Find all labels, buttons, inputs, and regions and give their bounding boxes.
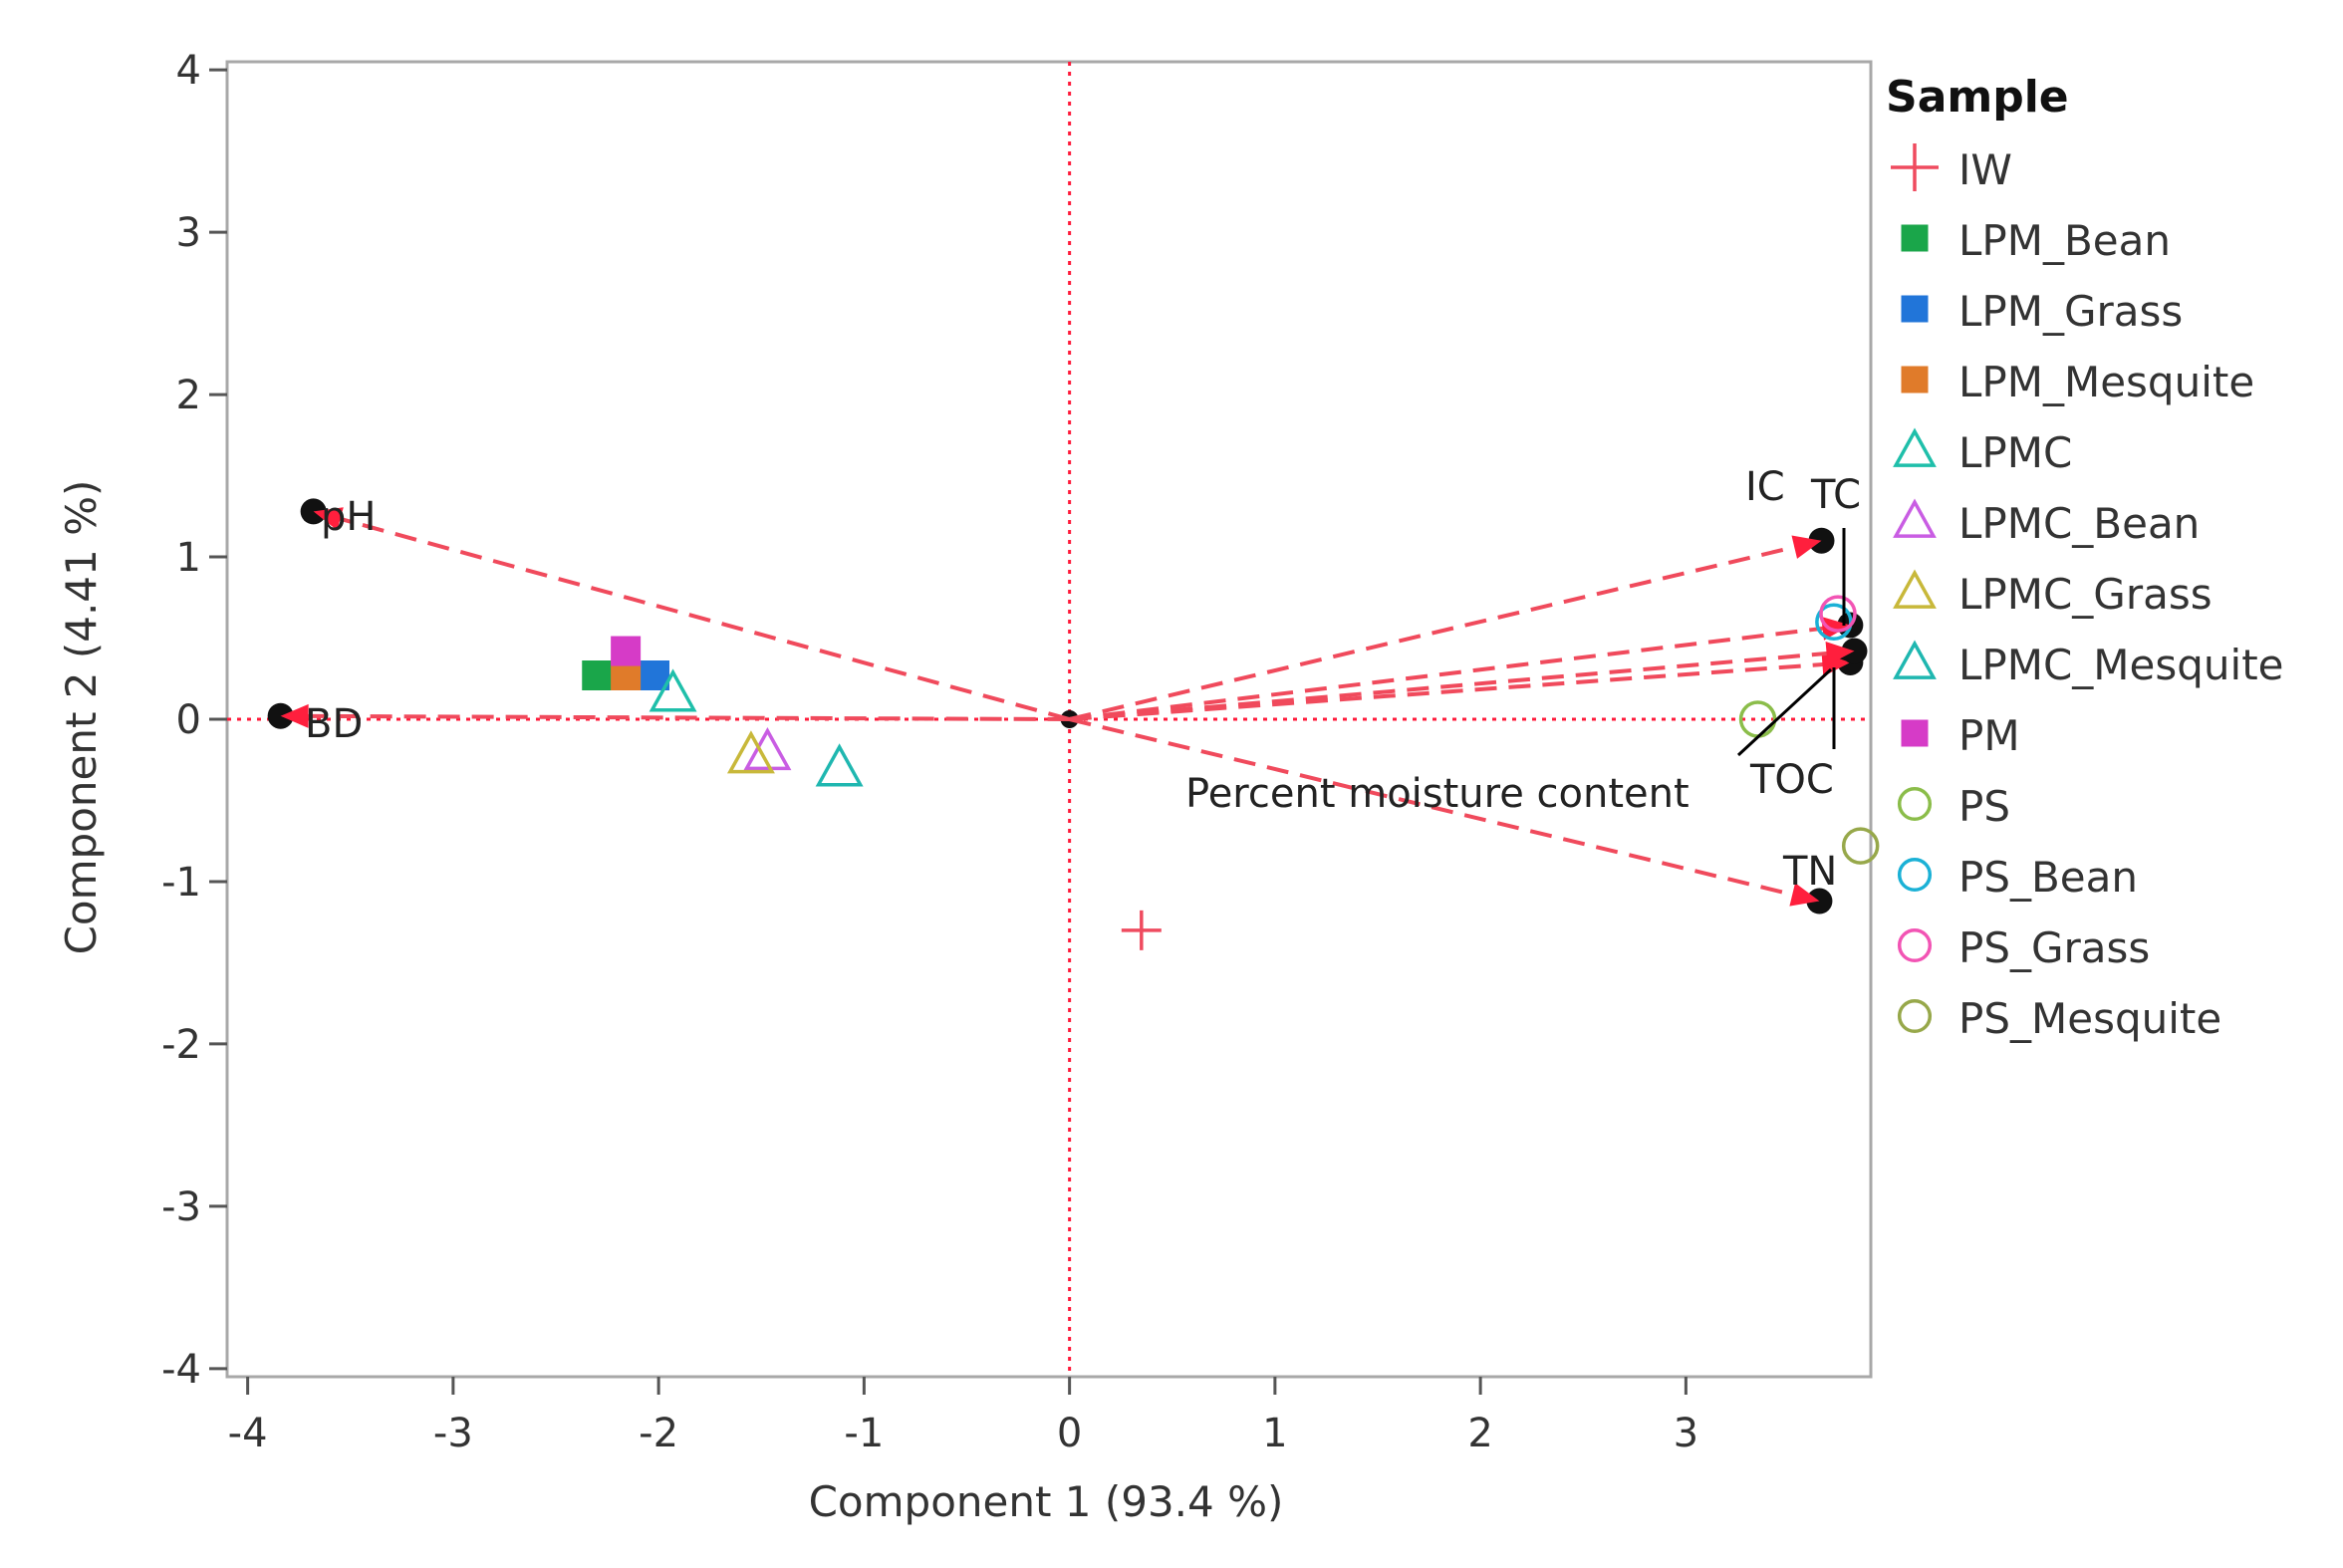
x-tick-label: -3 xyxy=(433,1411,473,1456)
x-axis-title: Component 1 (93.4 %) xyxy=(809,1477,1284,1526)
vector-label-toc: TOC xyxy=(1749,757,1834,803)
loading-arrowhead-bd xyxy=(280,703,309,728)
legend-label-ps-mesquite: PS_Mesquite xyxy=(1958,994,2221,1043)
legend-item-pm: PM xyxy=(1901,711,2020,760)
legend: Sample IW LPM_Bean LPM_Grass LPM_Mesquite LP… xyxy=(1886,72,2284,1043)
moisture-leader-line xyxy=(1736,667,1833,757)
legend-label-lpmc-grass: LPMC_Grass xyxy=(1958,570,2213,619)
loading-vector-toc xyxy=(1069,659,1851,721)
legend-item-ps-grass: PS_Grass xyxy=(1897,923,2150,972)
legend-marker-ps-bean xyxy=(1897,857,1933,893)
point-lpmc-bean xyxy=(743,726,792,771)
legend-label-ps-grass: PS_Grass xyxy=(1958,923,2150,972)
legend-label-lpm-mesquite: LPM_Mesquite xyxy=(1958,358,2254,406)
loading-arrowhead-tn xyxy=(1789,883,1820,907)
legend-marker-ps-grass xyxy=(1897,927,1933,963)
legend-marker-lpm-bean xyxy=(1901,224,1929,252)
legend-item-lpmc-grass: LPMC_Grass xyxy=(1893,569,2213,619)
legend-marker-ps xyxy=(1897,786,1933,822)
loading-vector-bd xyxy=(280,713,1070,721)
vector-label-bd: BD xyxy=(305,701,363,747)
y-axis-title: Component 2 (4.41 %) xyxy=(57,480,106,955)
legend-label-iw: IW xyxy=(1958,145,2012,194)
y-tick-label: -3 xyxy=(161,1184,201,1230)
legend-label-lpm-bean: LPM_Bean xyxy=(1958,216,2171,265)
legend-item-ps-bean: PS_Bean xyxy=(1897,853,2138,902)
loading-vector-ic xyxy=(1069,538,1822,721)
legend-marker-pm xyxy=(1901,719,1929,747)
legend-item-lpm-mesquite: LPM_Mesquite xyxy=(1901,358,2254,406)
loading-arrowhead-ph xyxy=(313,507,344,531)
legend-label-ps: PS xyxy=(1958,782,2010,831)
y-tick-label: -2 xyxy=(161,1022,201,1068)
x-tick-label: 2 xyxy=(1467,1411,1492,1456)
y-tick-label: -4 xyxy=(161,1347,201,1393)
point-iw xyxy=(1121,910,1162,950)
x-tick-label: 0 xyxy=(1057,1411,1082,1456)
y-tick-label: 2 xyxy=(176,373,201,418)
legend-marker-lpm-grass xyxy=(1901,295,1929,323)
legend-item-lpm-grass: LPM_Grass xyxy=(1901,287,2183,336)
loading-vector-ph xyxy=(313,509,1071,721)
legend-item-lpmc-bean: LPMC_Bean xyxy=(1893,498,2200,548)
legend-marker-iw xyxy=(1891,143,1939,191)
vector-label-tn: TN xyxy=(1782,849,1837,895)
point-lpmc-mesquite xyxy=(815,743,864,787)
vector-label-ph: pH xyxy=(321,494,376,540)
legend-marker-lpm-mesquite xyxy=(1901,366,1929,393)
legend-title: Sample xyxy=(1886,72,2069,123)
point-pm xyxy=(611,636,642,666)
point-ps-grass xyxy=(1819,595,1857,633)
legend-marker-lpmc-grass xyxy=(1893,569,1937,609)
loading-vector-percent-moisture-content xyxy=(1069,649,1855,721)
legend-label-lpmc-mesquite: LPMC_Mesquite xyxy=(1958,641,2284,689)
loading-vector-tn xyxy=(1069,717,1820,904)
point-lpmc xyxy=(649,668,697,712)
legend-marker-lpmc xyxy=(1893,427,1937,467)
point-ps-bean xyxy=(1815,603,1853,641)
legend-item-ps: PS xyxy=(1897,782,2010,831)
legend-item-ps-mesquite: PS_Mesquite xyxy=(1897,994,2221,1043)
legend-item-lpm-bean: LPM_Bean xyxy=(1901,216,2171,265)
legend-label-pm: PM xyxy=(1958,711,2020,760)
x-tick-label: 1 xyxy=(1262,1411,1287,1456)
legend-item-lpmc: LPMC xyxy=(1893,427,2072,477)
vector-label-ic: IC xyxy=(1745,464,1785,510)
vector-label-tc: TC xyxy=(1810,472,1861,518)
legend-label-ps-bean: PS_Bean xyxy=(1958,853,2138,902)
x-tick-label: 3 xyxy=(1674,1411,1698,1456)
legend-item-lpmc-mesquite: LPMC_Mesquite xyxy=(1893,640,2284,689)
y-tick-label: 3 xyxy=(176,210,201,256)
legend-label-lpmc-bean: LPMC_Bean xyxy=(1958,499,2200,548)
x-tick-label: -2 xyxy=(639,1411,678,1456)
y-tick-label: 1 xyxy=(176,535,201,581)
legend-marker-lpmc-bean xyxy=(1893,498,1937,538)
legend-label-lpmc: LPMC xyxy=(1958,428,2072,477)
point-ps-mesquite xyxy=(1841,827,1880,865)
vector-label-moisture: Percent moisture content xyxy=(1185,771,1690,817)
y-tick-label: 4 xyxy=(176,48,201,94)
legend-label-lpm-grass: LPM_Grass xyxy=(1958,287,2183,336)
x-tick-label: -4 xyxy=(228,1411,268,1456)
loading-vector-tc xyxy=(1069,623,1851,721)
loading-arrowhead-tc xyxy=(1821,616,1851,641)
y-tick-label: -1 xyxy=(161,860,201,906)
y-tick-label: 0 xyxy=(176,697,201,743)
loading-arrowhead-ic xyxy=(1791,535,1822,559)
point-lpmc-grass xyxy=(726,730,775,774)
legend-item-iw: IW xyxy=(1891,143,2012,194)
x-tick-label: -1 xyxy=(844,1411,884,1456)
legend-marker-ps-mesquite xyxy=(1897,998,1933,1034)
legend-marker-lpmc-mesquite xyxy=(1893,640,1937,679)
loading-arrowhead-percent-moisture-content xyxy=(1825,642,1855,665)
point-lpm-bean xyxy=(582,660,613,690)
